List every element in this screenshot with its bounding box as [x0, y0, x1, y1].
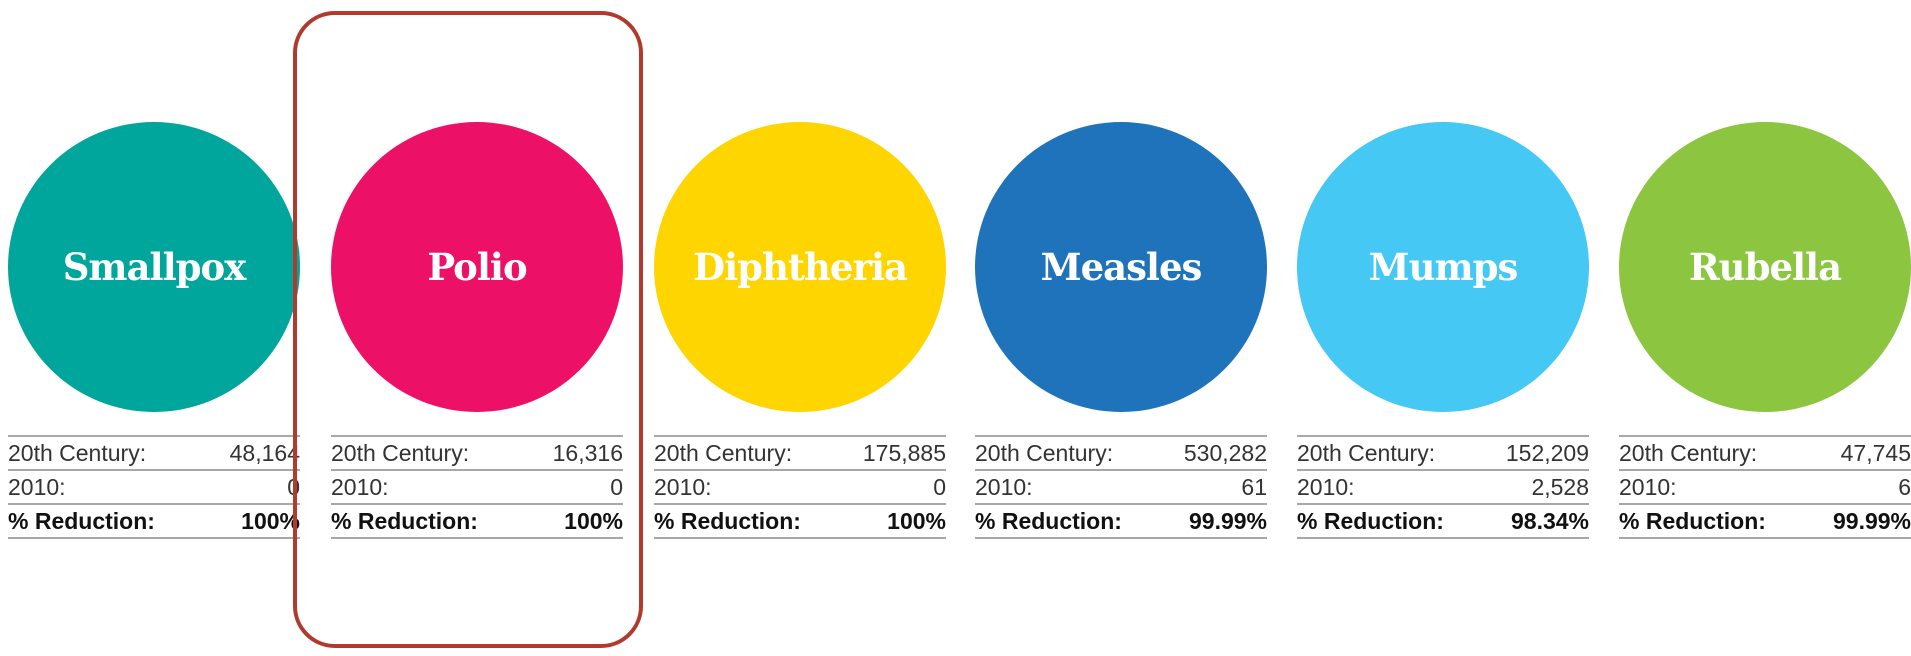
stat-value: 61 [1241, 473, 1267, 500]
disease-column-diphtheria: Diphtheria 20th Century: 175,885 2010: 0… [654, 0, 946, 656]
stat-row-20th-century: 20th Century: 16,316 [331, 435, 623, 469]
stat-label: 2010: [975, 473, 1033, 500]
stat-label: 20th Century: [1619, 439, 1758, 466]
stat-value: 98.34% [1510, 507, 1589, 534]
stat-value: 0 [287, 473, 300, 500]
stat-label: 2010: [331, 473, 389, 500]
stat-value: 100% [887, 507, 946, 534]
disease-name: Smallpox [62, 245, 247, 289]
disease-name: Rubella [1688, 245, 1842, 289]
stat-label: 20th Century: [975, 439, 1114, 466]
stat-value: 152,209 [1505, 439, 1589, 466]
stat-label: % Reduction: [1297, 507, 1444, 534]
disease-column-smallpox: Smallpox 20th Century: 48,164 2010: 0 % … [8, 0, 300, 656]
stat-value: 48,164 [229, 439, 300, 466]
stat-value: 99.99% [1832, 507, 1911, 534]
stat-row-20th-century: 20th Century: 152,209 [1297, 435, 1589, 469]
stat-row-20th-century: 20th Century: 47,745 [1619, 435, 1911, 469]
stat-value: 6 [1898, 473, 1911, 500]
stat-label: % Reduction: [8, 507, 155, 534]
stat-row-20th-century: 20th Century: 48,164 [8, 435, 300, 469]
disease-column-mumps: Mumps 20th Century: 152,209 2010: 2,528 … [1297, 0, 1589, 656]
disease-circle: Mumps [1297, 122, 1589, 412]
stat-label: 20th Century: [331, 439, 470, 466]
stat-label: % Reduction: [654, 507, 801, 534]
stats-table: 20th Century: 152,209 2010: 2,528 % Redu… [1297, 435, 1589, 539]
stat-row-20th-century: 20th Century: 530,282 [975, 435, 1267, 469]
stat-label: 20th Century: [654, 439, 793, 466]
stat-row-2010: 2010: 0 [8, 469, 300, 503]
stat-row-reduction: % Reduction: 100% [654, 503, 946, 539]
disease-column-polio: Polio 20th Century: 16,316 2010: 0 % Red… [331, 0, 623, 656]
stat-label: % Reduction: [331, 507, 478, 534]
disease-name: Measles [1040, 245, 1203, 289]
stat-label: 20th Century: [8, 439, 147, 466]
stat-label: % Reduction: [1619, 507, 1766, 534]
stat-row-20th-century: 20th Century: 175,885 [654, 435, 946, 469]
disease-name: Polio [427, 245, 527, 289]
stats-table: 20th Century: 175,885 2010: 0 % Reductio… [654, 435, 946, 539]
stat-row-2010: 2010: 0 [654, 469, 946, 503]
stat-value: 0 [933, 473, 946, 500]
disease-column-rubella: Rubella 20th Century: 47,745 2010: 6 % R… [1619, 0, 1911, 656]
disease-name: Mumps [1368, 245, 1519, 289]
stat-row-reduction: % Reduction: 100% [331, 503, 623, 539]
stat-row-2010: 2010: 0 [331, 469, 623, 503]
stat-row-2010: 2010: 61 [975, 469, 1267, 503]
stat-value: 175,885 [862, 439, 946, 466]
stat-row-reduction: % Reduction: 98.34% [1297, 503, 1589, 539]
stat-value: 16,316 [552, 439, 623, 466]
stat-row-reduction: % Reduction: 99.99% [1619, 503, 1911, 539]
stats-table: 20th Century: 47,745 2010: 6 % Reduction… [1619, 435, 1911, 539]
stat-value: 100% [564, 507, 623, 534]
stats-table: 20th Century: 48,164 2010: 0 % Reduction… [8, 435, 300, 539]
stat-row-reduction: % Reduction: 99.99% [975, 503, 1267, 539]
stat-label: % Reduction: [975, 507, 1122, 534]
stat-value: 100% [241, 507, 300, 534]
stat-label: 2010: [1619, 473, 1677, 500]
disease-circle: Rubella [1619, 122, 1911, 412]
stat-label: 2010: [8, 473, 66, 500]
stat-row-2010: 2010: 2,528 [1297, 469, 1589, 503]
disease-circle: Polio [331, 122, 623, 412]
stats-table: 20th Century: 530,282 2010: 61 % Reducti… [975, 435, 1267, 539]
stat-label: 20th Century: [1297, 439, 1436, 466]
stat-value: 47,745 [1840, 439, 1911, 466]
stats-table: 20th Century: 16,316 2010: 0 % Reduction… [331, 435, 623, 539]
stat-label: 2010: [1297, 473, 1355, 500]
stat-value: 0 [610, 473, 623, 500]
stat-row-2010: 2010: 6 [1619, 469, 1911, 503]
disease-circle: Measles [975, 122, 1267, 412]
disease-circle: Smallpox [8, 122, 300, 412]
disease-name: Diphtheria [693, 245, 908, 289]
stat-value: 99.99% [1188, 507, 1267, 534]
stat-row-reduction: % Reduction: 100% [8, 503, 300, 539]
disease-circle: Diphtheria [654, 122, 946, 412]
stat-value: 2,528 [1531, 473, 1589, 500]
stat-label: 2010: [654, 473, 712, 500]
stat-value: 530,282 [1183, 439, 1267, 466]
disease-column-measles: Measles 20th Century: 530,282 2010: 61 %… [975, 0, 1267, 656]
